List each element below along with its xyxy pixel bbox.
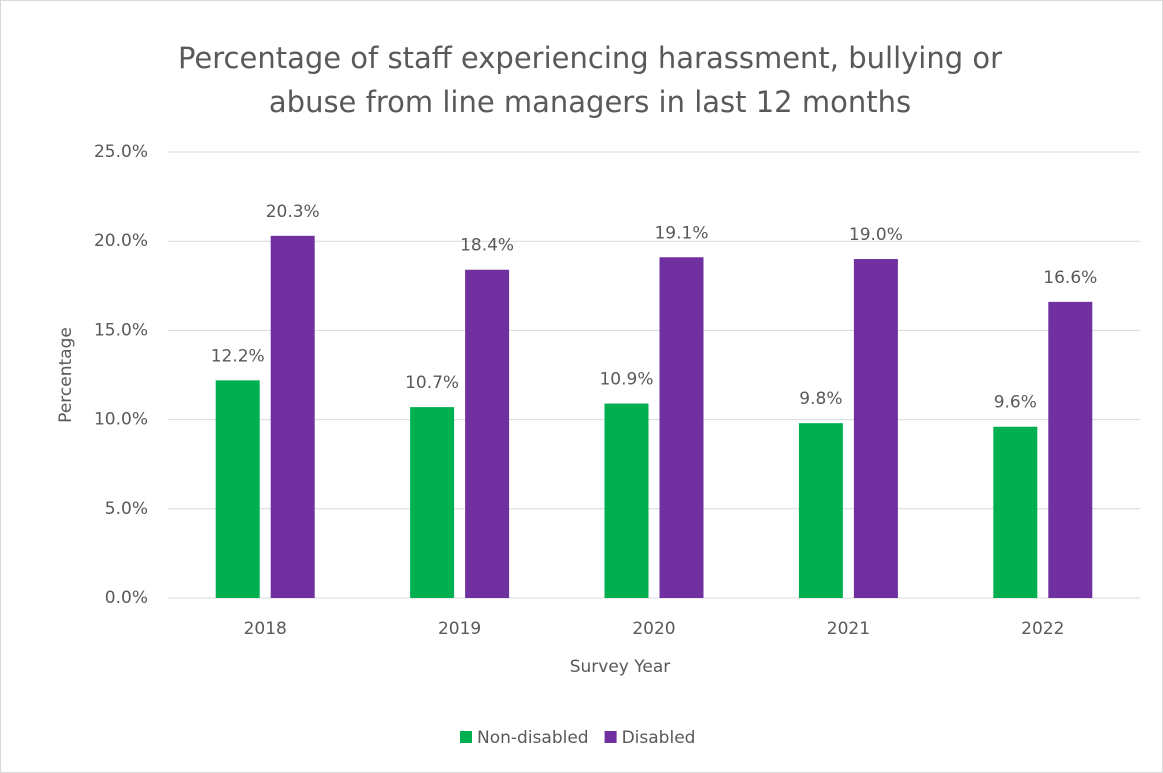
bar xyxy=(215,380,260,598)
legend-swatch xyxy=(604,731,617,743)
x-axis-label: Survey Year xyxy=(570,657,671,677)
bar xyxy=(993,426,1038,598)
y-tick-label: 25.0% xyxy=(94,142,148,162)
legend-label: Non-disabled xyxy=(477,728,589,748)
y-tick-label: 15.0% xyxy=(94,320,148,340)
y-tick-label: 0.0% xyxy=(105,588,148,608)
data-label: 9.6% xyxy=(994,393,1037,413)
x-tick-label: 2019 xyxy=(438,619,481,639)
data-label: 19.1% xyxy=(654,223,708,243)
bar xyxy=(270,235,315,598)
data-label: 12.2% xyxy=(211,346,265,366)
data-label: 19.0% xyxy=(849,225,903,245)
x-tick-label: 2021 xyxy=(827,619,870,639)
bar xyxy=(604,403,649,598)
legend-swatch xyxy=(460,731,472,743)
bar xyxy=(853,259,898,598)
bar xyxy=(659,257,704,598)
data-label: 9.8% xyxy=(799,389,842,409)
bar xyxy=(798,423,843,598)
data-label: 16.6% xyxy=(1043,268,1097,288)
data-label: 18.4% xyxy=(460,236,514,256)
legend-label: Disabled xyxy=(622,728,696,748)
y-tick-label: 10.0% xyxy=(94,410,148,430)
y-tick-label: 5.0% xyxy=(105,499,148,519)
x-tick-label: 2022 xyxy=(1021,619,1064,639)
bar xyxy=(465,269,510,598)
y-axis-label: Percentage xyxy=(56,327,76,423)
data-label: 10.9% xyxy=(599,370,653,390)
x-tick-label: 2018 xyxy=(244,619,287,639)
bar xyxy=(410,407,455,598)
y-tick-label: 20.0% xyxy=(94,231,148,251)
data-label: 10.7% xyxy=(405,373,459,393)
chart-title: Percentage of staff experiencing harassm… xyxy=(177,41,1003,119)
data-label: 20.3% xyxy=(266,202,320,222)
x-tick-label: 2020 xyxy=(632,619,675,639)
bar xyxy=(1048,301,1093,598)
